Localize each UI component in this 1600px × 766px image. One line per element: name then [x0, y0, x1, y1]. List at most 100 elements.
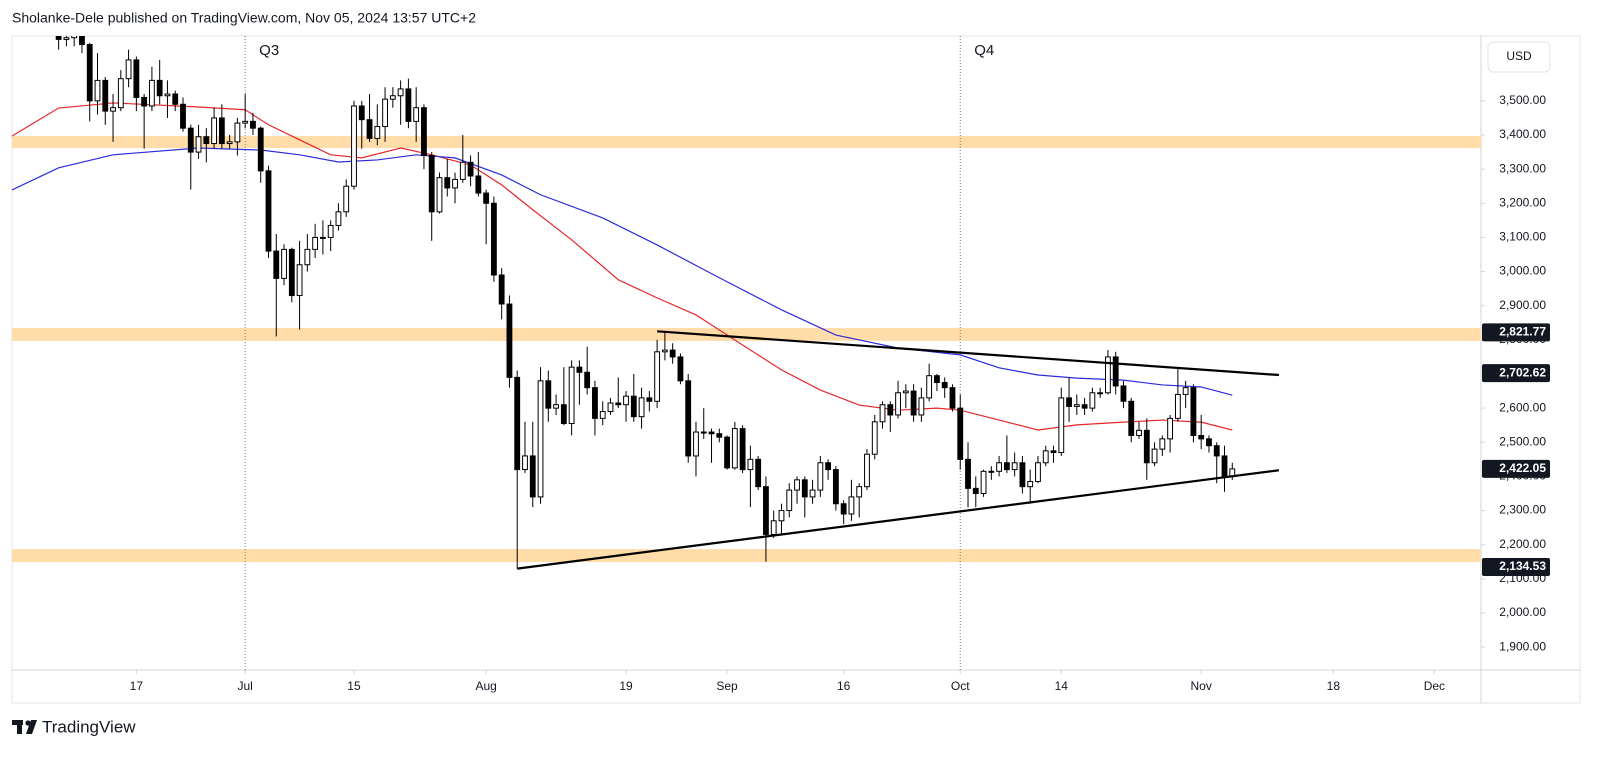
candle-body: [599, 411, 606, 419]
candle-body: [444, 177, 451, 189]
candle-body: [110, 107, 116, 112]
x-tick-label: 15: [347, 679, 361, 693]
candle-body: [1190, 387, 1197, 436]
candle-body: [1151, 448, 1158, 464]
trendline: [657, 330, 1279, 377]
moving-average: [12, 102, 1233, 431]
candle-body: [1019, 462, 1026, 488]
candle-body: [755, 458, 762, 488]
candle-body: [568, 366, 575, 425]
candle-body: [257, 127, 264, 172]
price-label-box: [1482, 558, 1550, 577]
candle-body: [607, 402, 614, 413]
candle-body: [1221, 455, 1228, 477]
candle-body: [864, 453, 870, 488]
candle-body: [996, 462, 1003, 472]
candle-body: [117, 78, 124, 109]
candle-body: [763, 486, 769, 535]
candle-body: [1089, 392, 1096, 409]
candle-body: [972, 487, 979, 494]
candle-body: [319, 236, 326, 239]
candle-body: [490, 202, 497, 276]
logo-dot: [25, 720, 31, 726]
candle-body: [1167, 417, 1174, 440]
candle-body: [296, 264, 303, 296]
candle-body: [265, 170, 272, 252]
quarter-label: Q3: [259, 42, 279, 59]
candle-body: [1050, 450, 1057, 454]
candle-body: [55, 36, 62, 40]
candle-body: [211, 117, 217, 145]
candle-body: [731, 428, 738, 469]
candle-body: [747, 458, 754, 471]
candle-body: [918, 397, 925, 416]
x-tick-label: Oct: [951, 679, 970, 693]
candle-body: [537, 380, 544, 498]
x-tick-label: 16: [837, 679, 851, 693]
candle-body: [102, 79, 109, 112]
candle-body: [1097, 392, 1104, 395]
candle-body: [288, 248, 295, 296]
candle-body: [389, 95, 396, 100]
candle-body: [133, 59, 140, 98]
candle-body: [522, 455, 528, 471]
candle-body: [794, 479, 800, 491]
candle-body: [1081, 404, 1088, 409]
candle-body: [553, 404, 559, 409]
price-label: 2,422.05: [1499, 461, 1546, 475]
candle-body: [576, 366, 583, 373]
price-label-box: [1482, 364, 1550, 383]
candle-body: [592, 387, 598, 419]
currency-label[interactable]: USD: [1506, 49, 1532, 63]
candle-body: [63, 37, 70, 40]
candle-body: [1058, 397, 1065, 454]
candle-body: [825, 462, 832, 471]
x-tick-label: Sep: [716, 679, 738, 693]
x-tick-label: Dec: [1424, 679, 1445, 693]
publish-header: Sholanke-Dele published on TradingView.c…: [12, 10, 476, 26]
candle-body: [700, 431, 707, 434]
x-tick-label: 19: [619, 679, 633, 693]
candle-body: [646, 397, 653, 402]
x-tick-label: Jul: [238, 679, 253, 693]
candle-body: [778, 510, 785, 522]
currency-button[interactable]: [1487, 41, 1551, 73]
candle-body: [514, 376, 521, 471]
candle-body: [366, 119, 373, 139]
candle-body: [615, 402, 622, 406]
x-tick-label: 17: [130, 679, 144, 693]
quarter-label: Q4: [974, 42, 994, 59]
candle-body: [584, 371, 591, 389]
price-label: 2,821.77: [1499, 325, 1546, 339]
candle-body: [327, 224, 334, 238]
candle-body: [848, 496, 855, 515]
brand: TradingView: [42, 717, 136, 736]
candle-body: [708, 431, 715, 435]
candle-body: [187, 127, 194, 153]
candle-body: [545, 380, 552, 409]
candle-body: [1011, 462, 1018, 471]
candle-body: [436, 177, 443, 213]
candle-body: [941, 382, 948, 389]
price-pane: [12, 36, 1481, 670]
x-tick-label: 18: [1327, 679, 1341, 693]
candle-body: [902, 390, 909, 394]
candle-body: [475, 175, 482, 194]
candle-body: [1182, 387, 1189, 395]
candle-body: [529, 455, 536, 498]
candle-body: [957, 407, 964, 460]
candle-body: [358, 105, 365, 121]
candle-body: [374, 125, 381, 139]
candle-body: [654, 351, 661, 402]
candle-body: [195, 136, 202, 153]
candle-body: [786, 489, 793, 512]
y-tick-label: 2,200.00: [1499, 537, 1546, 551]
moving-average: [12, 147, 1233, 396]
candle-body: [965, 458, 971, 489]
candle-body: [817, 462, 824, 491]
axes: Q3 Q41,900.002,000.002,100.002,200.002,30…: [130, 42, 1550, 693]
candle-body: [343, 185, 350, 213]
candle-body: [716, 433, 723, 438]
support-resistance-zone: [12, 549, 1481, 563]
